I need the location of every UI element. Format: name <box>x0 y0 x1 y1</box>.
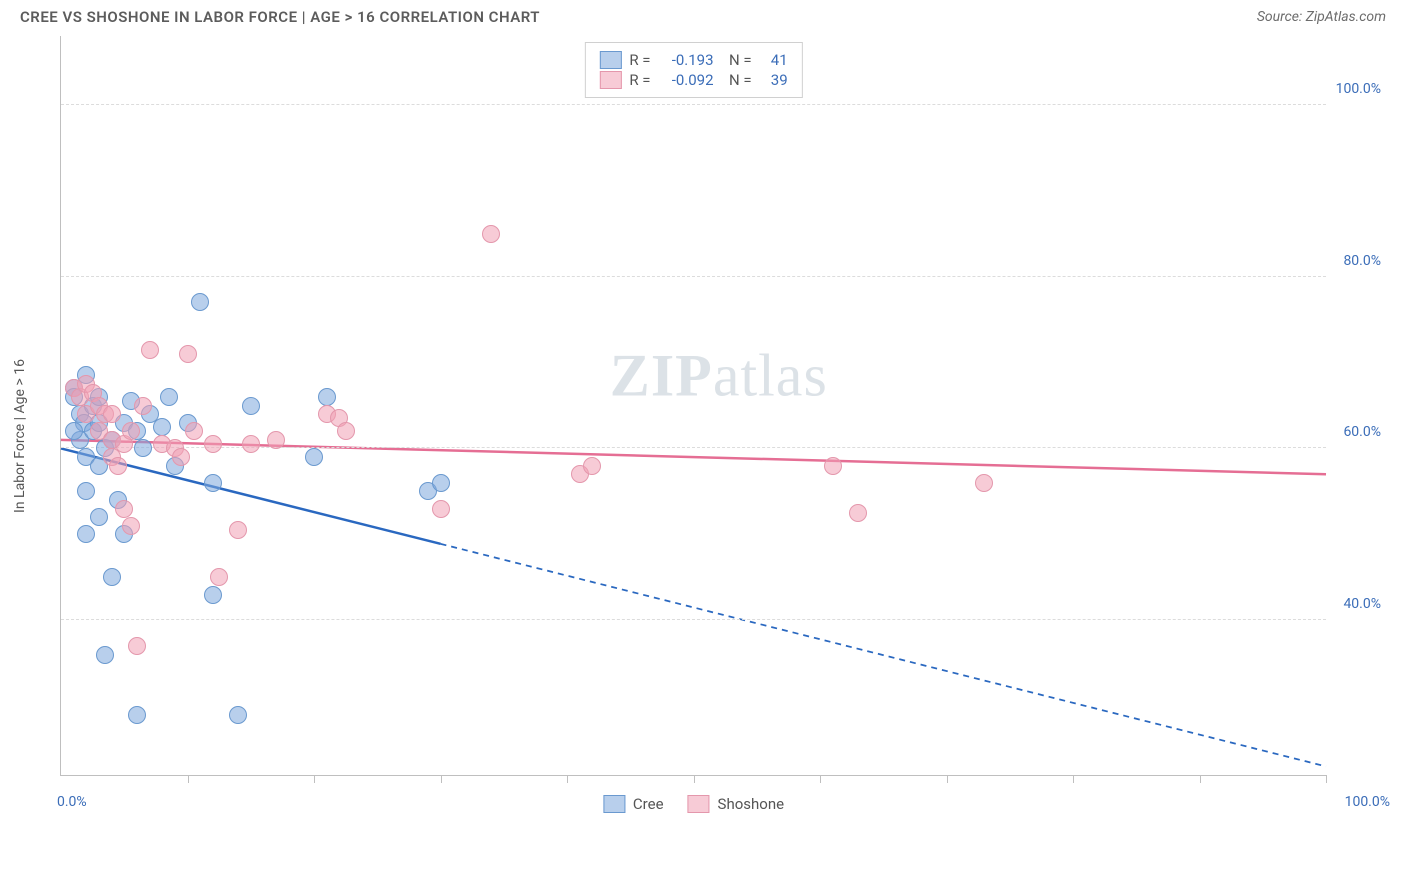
swatch-shoshone <box>599 71 621 89</box>
x-tick <box>314 775 315 783</box>
watermark: ZIPatlas <box>610 341 828 410</box>
data-point <box>305 448 323 466</box>
data-point <box>103 568 121 586</box>
data-point <box>204 474 222 492</box>
data-point <box>824 457 842 475</box>
data-point <box>134 439 152 457</box>
data-point <box>96 646 114 664</box>
data-point <box>179 345 197 363</box>
data-point <box>128 706 146 724</box>
bottom-legend: Cree Shoshone <box>603 795 784 813</box>
data-point <box>115 500 133 518</box>
x-tick <box>820 775 821 783</box>
x-axis-max-label: 100.0% <box>1345 794 1390 810</box>
data-point <box>172 448 190 466</box>
y-tick-label: 80.0% <box>1343 253 1381 269</box>
x-tick <box>947 775 948 783</box>
stat-label-n: N = <box>722 71 752 89</box>
data-point <box>160 388 178 406</box>
data-point <box>204 435 222 453</box>
stat-r-shoshone: -0.092 <box>659 71 714 89</box>
data-point <box>134 397 152 415</box>
stat-label-r: R = <box>629 71 650 89</box>
stats-row-cree: R = -0.193 N = 41 <box>599 51 787 69</box>
legend-label: Shoshone <box>718 795 785 813</box>
x-tick <box>1073 775 1074 783</box>
stats-legend: R = -0.193 N = 41 R = -0.092 N = 39 <box>584 42 802 98</box>
data-point <box>242 435 260 453</box>
x-tick <box>1326 775 1327 783</box>
data-point <box>318 388 336 406</box>
data-point <box>849 504 867 522</box>
x-tick <box>188 775 189 783</box>
data-point <box>185 422 203 440</box>
data-point <box>210 568 228 586</box>
y-tick-label: 40.0% <box>1343 596 1381 612</box>
stat-r-cree: -0.193 <box>659 51 714 69</box>
data-point <box>583 457 601 475</box>
stat-n-shoshone: 39 <box>760 71 788 89</box>
x-axis-min-label: 0.0% <box>57 794 87 810</box>
data-point <box>109 457 127 475</box>
x-tick <box>441 775 442 783</box>
data-point <box>242 397 260 415</box>
gridline <box>61 619 1326 620</box>
data-point <box>229 706 247 724</box>
data-point <box>975 474 993 492</box>
data-point <box>229 521 247 539</box>
swatch-cree <box>599 51 621 69</box>
swatch-cree <box>603 795 625 813</box>
chart-title: CREE VS SHOSHONE IN LABOR FORCE | AGE > … <box>20 8 540 26</box>
gridline <box>61 276 1326 277</box>
source-attribution: Source: ZipAtlas.com <box>1257 9 1386 25</box>
data-point <box>77 525 95 543</box>
data-point <box>122 517 140 535</box>
stat-label-r: R = <box>629 51 650 69</box>
data-point <box>337 422 355 440</box>
y-tick-label: 100.0% <box>1336 81 1381 97</box>
legend-item-cree: Cree <box>603 795 664 813</box>
data-point <box>103 405 121 423</box>
data-point <box>77 482 95 500</box>
stat-label-n: N = <box>722 51 752 69</box>
data-point <box>267 431 285 449</box>
x-tick <box>567 775 568 783</box>
data-point <box>128 637 146 655</box>
data-point <box>65 422 83 440</box>
gridline <box>61 104 1326 105</box>
data-point <box>153 418 171 436</box>
plot-area: ZIPatlas R = -0.193 N = 41 R = -0.092 N … <box>60 36 1326 776</box>
x-tick <box>1200 775 1201 783</box>
data-point <box>141 341 159 359</box>
data-point <box>432 500 450 518</box>
data-point <box>432 474 450 492</box>
stats-row-shoshone: R = -0.092 N = 39 <box>599 71 787 89</box>
data-point <box>90 508 108 526</box>
y-tick-label: 60.0% <box>1343 424 1381 440</box>
chart-container: In Labor Force | Age > 16 ZIPatlas R = -… <box>60 36 1386 836</box>
legend-item-shoshone: Shoshone <box>688 795 785 813</box>
stat-n-cree: 41 <box>760 51 788 69</box>
data-point <box>122 422 140 440</box>
y-axis-label: In Labor Force | Age > 16 <box>12 359 28 513</box>
data-point <box>482 225 500 243</box>
x-tick <box>694 775 695 783</box>
data-point <box>204 586 222 604</box>
legend-label: Cree <box>633 795 664 813</box>
swatch-shoshone <box>688 795 710 813</box>
data-point <box>191 293 209 311</box>
